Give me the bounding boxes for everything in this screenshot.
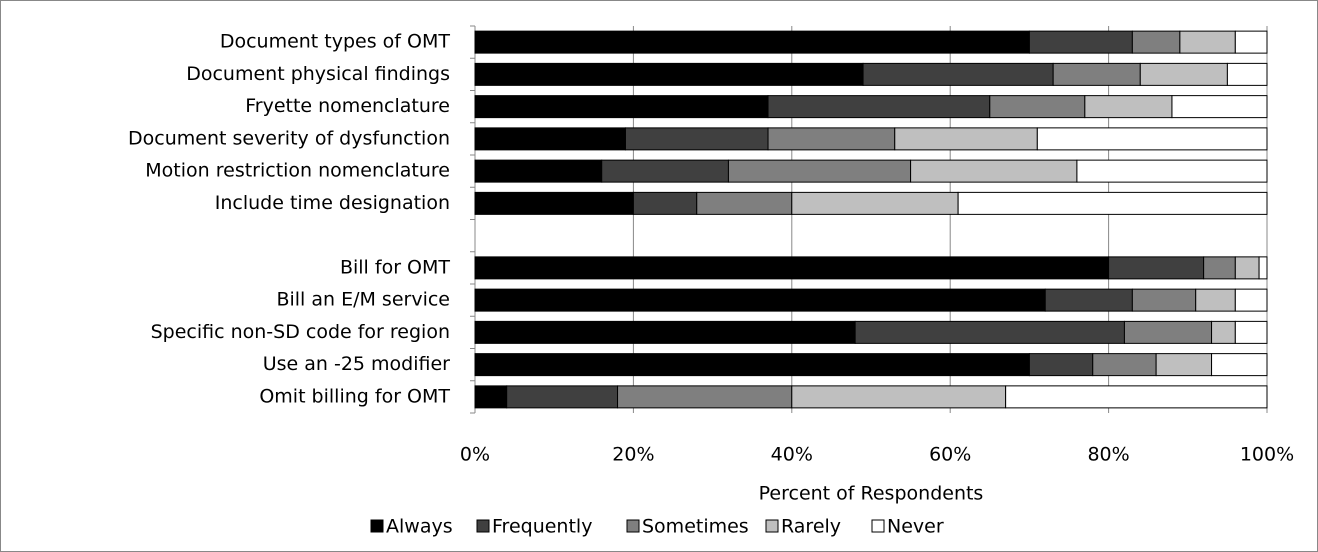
bar-segment <box>1211 353 1268 377</box>
bar-segment <box>624 127 769 151</box>
legend-swatch <box>765 519 779 533</box>
bar-segment <box>1131 288 1197 312</box>
legend-swatch <box>626 519 640 533</box>
legend-label: Sometimes <box>642 516 749 538</box>
y-tick-label: Specific non-SD code for region <box>151 321 450 343</box>
x-tick-label: 0% <box>460 444 490 466</box>
bar-segment <box>601 159 729 183</box>
bar-segment <box>1052 62 1141 86</box>
x-tick-label: 80% <box>1087 444 1129 466</box>
bar-segment <box>1179 30 1236 54</box>
bar-segment <box>1028 353 1094 377</box>
bar-segment <box>1234 256 1260 280</box>
bar-segment <box>1036 127 1268 151</box>
bar-segment <box>1028 30 1133 54</box>
bar-segment <box>1258 256 1268 280</box>
bar-segment <box>957 191 1268 215</box>
bar-segment <box>1211 320 1236 344</box>
bar-segment <box>474 353 1030 377</box>
bar-segment <box>1084 95 1173 119</box>
bar-segment <box>767 127 896 151</box>
x-tick-label: 40% <box>771 444 813 466</box>
bar-segment <box>1195 288 1236 312</box>
bar-segment <box>791 191 959 215</box>
bar-segment <box>767 95 991 119</box>
y-tick-label: Omit billing for OMT <box>259 385 450 407</box>
bar-segment <box>1234 320 1268 344</box>
bar-segment <box>474 95 769 119</box>
bar-segment <box>696 191 793 215</box>
x-tick-label: 20% <box>612 444 654 466</box>
bar-segment <box>1226 62 1268 86</box>
bar-segment <box>1092 353 1157 377</box>
bar-segment <box>474 159 603 183</box>
bar-segment <box>1108 256 1205 280</box>
legend-label: Frequently <box>492 516 592 538</box>
legend-swatch <box>370 519 384 533</box>
legend-label: Never <box>887 516 944 538</box>
bar-segment <box>1044 288 1133 312</box>
bar-segment <box>910 159 1078 183</box>
legend-swatch <box>871 519 885 533</box>
bar-segment <box>727 159 912 183</box>
bar-segment <box>1171 95 1268 119</box>
bar-segment <box>1234 288 1268 312</box>
bar-segment <box>1155 353 1213 377</box>
bar-segment <box>791 385 1007 409</box>
bar-segment <box>1005 385 1268 409</box>
bar-segment <box>474 320 856 344</box>
bar-segment <box>989 95 1086 119</box>
bar-segment <box>474 385 508 409</box>
y-tick-label: Bill an E/M service <box>276 289 450 311</box>
x-axis-label: Percent of Respondents <box>759 483 984 505</box>
x-tick-label: 60% <box>929 444 971 466</box>
bar-segment <box>632 191 698 215</box>
y-tick-label: Bill for OMT <box>340 256 450 278</box>
y-tick-label: Document physical findings <box>186 63 450 85</box>
bar-segment <box>1234 30 1268 54</box>
bar-segment <box>854 320 1125 344</box>
bar-segment <box>474 256 1110 280</box>
bar-segment <box>894 127 1038 151</box>
bar-segment <box>1076 159 1268 183</box>
y-tick-label: Fryette nomenclature <box>245 95 450 117</box>
bar-segment <box>474 288 1046 312</box>
legend-label: Always <box>386 516 453 538</box>
bar-segment <box>1139 62 1228 86</box>
legend-label: Rarely <box>781 516 841 538</box>
bar-segment <box>506 385 619 409</box>
bar-segment <box>474 30 1030 54</box>
y-tick-label: Include time designation <box>215 192 450 214</box>
bar-segment <box>474 62 864 86</box>
y-tick-label: Document severity of dysfunction <box>128 127 450 149</box>
y-tick-label: Motion restriction nomenclature <box>145 160 450 182</box>
bar-segment <box>1203 256 1236 280</box>
bar-segment <box>862 62 1054 86</box>
bar-segment <box>1123 320 1213 344</box>
bar-segment <box>617 385 793 409</box>
bar-segment <box>474 127 626 151</box>
x-tick-label: 100% <box>1240 444 1294 466</box>
bar-segment <box>1131 30 1181 54</box>
y-tick-label: Use an -25 modifier <box>263 353 450 375</box>
y-tick-label: Document types of OMT <box>220 31 451 53</box>
bar-segment <box>474 191 634 215</box>
legend-swatch <box>476 519 490 533</box>
